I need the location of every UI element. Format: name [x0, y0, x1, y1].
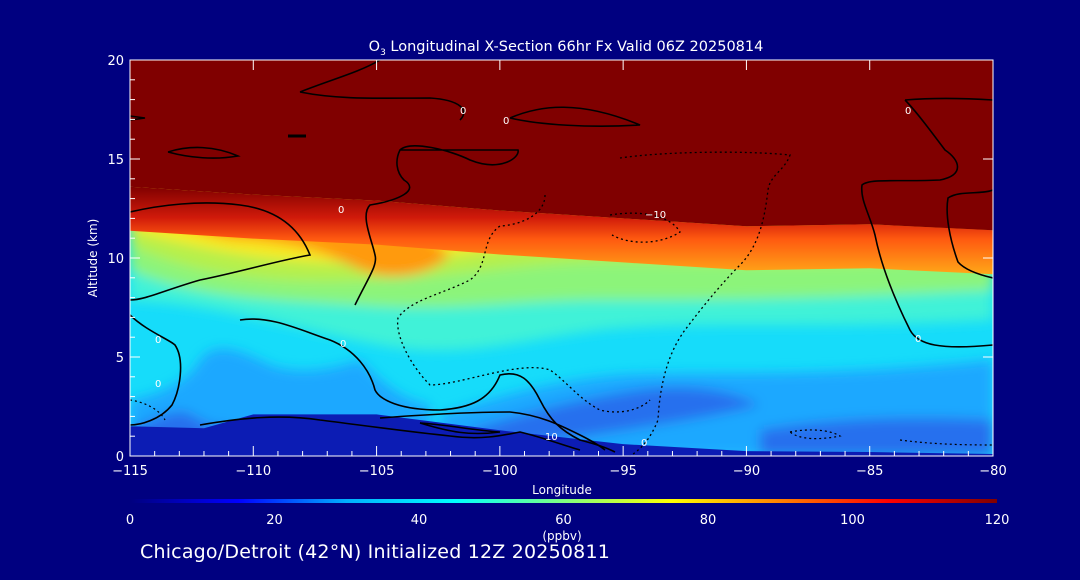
- x-axis-label: Longitude: [532, 483, 592, 497]
- colorbar-tick-label: 80: [700, 513, 717, 528]
- contour-line-mid: [354, 145, 519, 306]
- contour-line-mid-west: [130, 202, 312, 301]
- contour-label: 0: [641, 438, 647, 449]
- contour-label-group: 0 0 0 0 0 0 0 0 −10 10 0: [155, 106, 921, 449]
- contour-label: −10: [645, 210, 666, 221]
- terrain-surface: [130, 414, 993, 456]
- contour-label: 0: [340, 339, 346, 350]
- contour-line-tropo-dashed: [619, 151, 791, 456]
- contour-line-mid-dashed: [396, 194, 651, 413]
- y-tick-label: 0: [116, 450, 124, 465]
- field-region-blue-mid: [470, 387, 760, 444]
- colorbar-tick-label: 40: [411, 513, 428, 528]
- x-tick-label: −110: [235, 464, 271, 479]
- contour-line-tropo-dashed: [609, 212, 681, 243]
- x-tick-label: −85: [856, 464, 883, 479]
- contour-lines: [130, 60, 993, 456]
- chart-title: O3 Longitudinal X-Section 66hr Fx Valid …: [369, 39, 764, 58]
- x-tick-label: −95: [609, 464, 636, 479]
- y-axis: 0 5 10 15 20: [107, 54, 993, 465]
- colorbar-tick-label: 20: [266, 513, 283, 528]
- colorbar: 0 20 40 60 80 100 120 (ppbv): [126, 499, 1010, 543]
- contour-label: 0: [503, 116, 509, 127]
- x-tick-label: −80: [979, 464, 1006, 479]
- x-tick-label: −105: [359, 464, 395, 479]
- contour-label: 0: [915, 334, 921, 345]
- contour-line-west-low: [419, 422, 501, 435]
- contour-line-east: [946, 189, 993, 279]
- contour-line-upper: [299, 60, 641, 127]
- y-tick-label: 20: [107, 54, 124, 69]
- colorbar-scale: [130, 499, 997, 503]
- contour-line-west-low: [130, 314, 182, 426]
- plot-area: 0 0 0 0 0 0 0 0 −10 10 0: [130, 60, 993, 456]
- x-tick-label: −100: [482, 464, 518, 479]
- field-region-tropopause: [130, 186, 993, 275]
- x-axis: −115 −110 −105 −100 −95 −90 −85 −80: [112, 60, 1007, 479]
- contour-line-west-low: [239, 318, 616, 453]
- colorbar-tick-label: 100: [840, 513, 865, 528]
- x-tick-label: −90: [733, 464, 760, 479]
- footer-caption: Chicago/Detroit (42°N) Initialized 12Z 2…: [140, 541, 611, 563]
- colorbar-tick-label: 120: [985, 513, 1010, 528]
- colorbar-tick-label: 0: [126, 513, 134, 528]
- field-region-blue-east: [760, 418, 993, 456]
- y-tick-label: 10: [107, 252, 124, 267]
- field-region-stratosphere: [130, 60, 993, 231]
- colorbar-tick-label: 60: [555, 513, 572, 528]
- contour-line-west-low: [379, 411, 606, 451]
- y-axis-label: Altitude (km): [86, 219, 100, 298]
- y-tick-label: 15: [107, 153, 124, 168]
- contour-label: 0: [905, 106, 911, 117]
- contour-line-west-low: [199, 416, 581, 451]
- contour-label: 10: [545, 432, 558, 443]
- contour-line-east: [860, 97, 993, 348]
- colorbar-units: (ppbv): [542, 529, 581, 543]
- y-tick-label: 5: [116, 351, 124, 366]
- colorbar-ticks: 0 20 40 60 80 100 120: [126, 513, 1010, 528]
- x-tick-label: −115: [112, 464, 148, 479]
- contour-label: 0: [155, 379, 161, 390]
- contour-label: 0: [338, 205, 344, 216]
- contour-label: 0: [460, 106, 466, 117]
- contour-label: 0: [155, 335, 161, 346]
- contour-line-east-dashed: [789, 429, 993, 446]
